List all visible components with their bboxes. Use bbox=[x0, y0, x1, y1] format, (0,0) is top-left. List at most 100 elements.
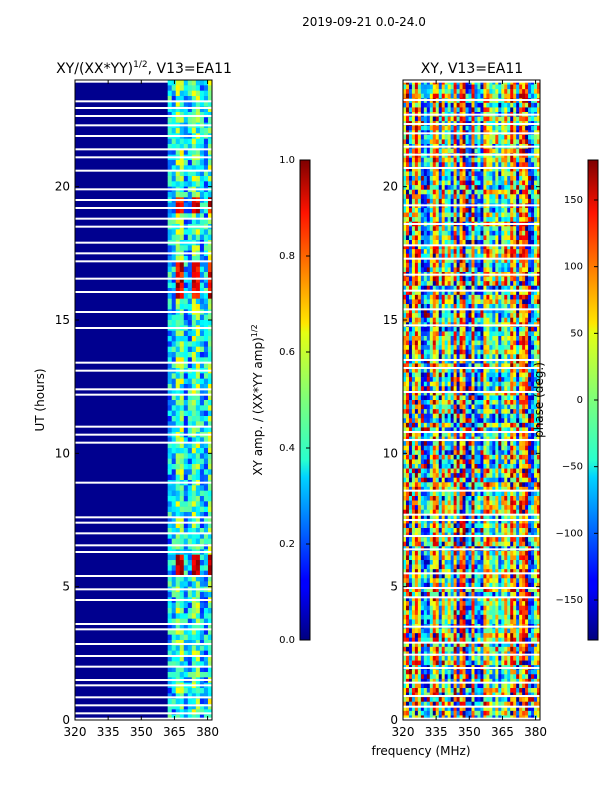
right-heat-cell bbox=[456, 258, 460, 264]
left-heat-cell bbox=[187, 170, 193, 177]
right-heat-cell bbox=[432, 217, 437, 223]
right-heat-cell bbox=[456, 290, 460, 296]
left-heat-cell bbox=[179, 208, 185, 214]
right-heat-cell bbox=[456, 377, 460, 383]
right-heat-cell bbox=[465, 258, 469, 264]
right-heat-cell bbox=[468, 409, 472, 415]
right-heat-cell bbox=[444, 267, 448, 273]
right-heat-cell bbox=[411, 208, 416, 213]
left-heat-cell bbox=[183, 464, 189, 470]
left-heat-cell bbox=[175, 629, 181, 635]
right-heat-cell bbox=[432, 134, 437, 140]
right-heat-cell bbox=[471, 276, 475, 282]
right-heat-cell bbox=[462, 413, 466, 419]
right-heat-cell bbox=[450, 363, 454, 369]
right-heat-cell bbox=[468, 349, 472, 355]
right-heat-cell bbox=[498, 331, 502, 337]
left-heat-cell bbox=[167, 592, 173, 598]
right-heat-cell bbox=[459, 134, 463, 140]
left-heat-cell bbox=[167, 405, 173, 411]
right-heat-cell bbox=[525, 253, 529, 259]
right-heat-cell bbox=[417, 180, 422, 186]
right-heat-cell bbox=[462, 185, 466, 191]
right-heat-cell bbox=[414, 208, 419, 213]
right-heat-cell bbox=[414, 377, 419, 383]
right-heat-cell bbox=[435, 212, 440, 218]
right-heat-cell bbox=[492, 432, 496, 437]
right-heat-cell bbox=[474, 377, 478, 383]
left-colorbar-label: XY amp. / (XX*YY amp)1/2 bbox=[250, 324, 265, 475]
right-heat-cell bbox=[468, 157, 472, 163]
left-heat-cell bbox=[207, 458, 212, 465]
right-heat-cell bbox=[441, 418, 445, 424]
left-heat-cell bbox=[171, 512, 177, 518]
right-heat-cell bbox=[477, 84, 481, 90]
left-heat-cell bbox=[179, 501, 185, 507]
right-heat-cell bbox=[468, 427, 472, 433]
left-heat-cell bbox=[187, 442, 193, 449]
right-heat-cell bbox=[477, 253, 481, 259]
left-heat-cell bbox=[191, 517, 197, 523]
right-heat-cell bbox=[435, 386, 440, 392]
right-heat-cell bbox=[408, 345, 413, 351]
left-gap-line bbox=[75, 717, 212, 720]
left-heat-cell bbox=[203, 389, 209, 395]
left-heat-cell bbox=[167, 234, 173, 241]
right-heat-cell bbox=[456, 326, 460, 332]
right-heat-cell bbox=[423, 157, 428, 163]
right-heat-cell bbox=[453, 308, 457, 314]
left-heat-cell bbox=[167, 96, 173, 102]
right-heat-cell bbox=[417, 317, 422, 323]
left-heat-cell bbox=[195, 618, 201, 625]
right-heat-cell bbox=[498, 148, 502, 154]
right-heat-cell bbox=[408, 409, 413, 415]
left-x-tick-label: 365 bbox=[163, 725, 186, 739]
right-heat-cell bbox=[420, 189, 425, 195]
right-heat-cell bbox=[486, 276, 490, 282]
right-heat-cell bbox=[507, 404, 511, 410]
right-heat-cell bbox=[504, 418, 508, 424]
right-heat-cell bbox=[492, 93, 496, 99]
right-heat-cell bbox=[429, 157, 434, 163]
left-heat-cell bbox=[191, 544, 197, 550]
right-heat-cell bbox=[435, 290, 440, 296]
right-heat-cell bbox=[465, 157, 469, 163]
right-heat-cell bbox=[492, 340, 496, 346]
right-heat-cell bbox=[468, 148, 472, 154]
right-heat-cell bbox=[492, 194, 496, 200]
left-heat-cell bbox=[175, 272, 181, 278]
left-heat-cell bbox=[203, 357, 209, 363]
right-heat-cell bbox=[462, 395, 466, 401]
left-heat-cell bbox=[195, 416, 201, 422]
right-heat-cell bbox=[537, 212, 540, 218]
right-heat-cell bbox=[516, 381, 520, 387]
left-heat-cell bbox=[195, 266, 201, 273]
left-heat-cell bbox=[179, 554, 185, 561]
right-heat-cell bbox=[522, 139, 526, 145]
left-heat-cell bbox=[183, 208, 189, 214]
right-heat-cell bbox=[459, 354, 463, 360]
right-heat-cell bbox=[483, 176, 487, 181]
right-heat-cell bbox=[483, 409, 487, 415]
right-heat-cell bbox=[486, 189, 490, 195]
right-heat-cell bbox=[417, 249, 422, 255]
right-heat-cell bbox=[516, 198, 520, 204]
right-heat-cell bbox=[489, 331, 493, 337]
right-heat-cell bbox=[489, 244, 493, 250]
right-heat-cell bbox=[471, 336, 475, 341]
right-heat-cell bbox=[519, 294, 523, 300]
right-heat-cell bbox=[450, 139, 454, 145]
left-heat-cell bbox=[203, 469, 209, 475]
right-heat-cell bbox=[453, 89, 457, 95]
right-heat-cell bbox=[534, 180, 538, 186]
right-heat-cell bbox=[417, 422, 422, 428]
right-heat-cell bbox=[516, 326, 520, 332]
right-heat-cell bbox=[516, 93, 520, 99]
right-heat-cell bbox=[426, 395, 431, 401]
left-heat-cell bbox=[207, 128, 212, 134]
right-heat-cell bbox=[507, 276, 511, 282]
right-heat-cell bbox=[459, 331, 463, 337]
left-heat-cell bbox=[183, 448, 189, 454]
right-heat-cell bbox=[408, 400, 413, 405]
right-heat-cell bbox=[403, 340, 407, 346]
